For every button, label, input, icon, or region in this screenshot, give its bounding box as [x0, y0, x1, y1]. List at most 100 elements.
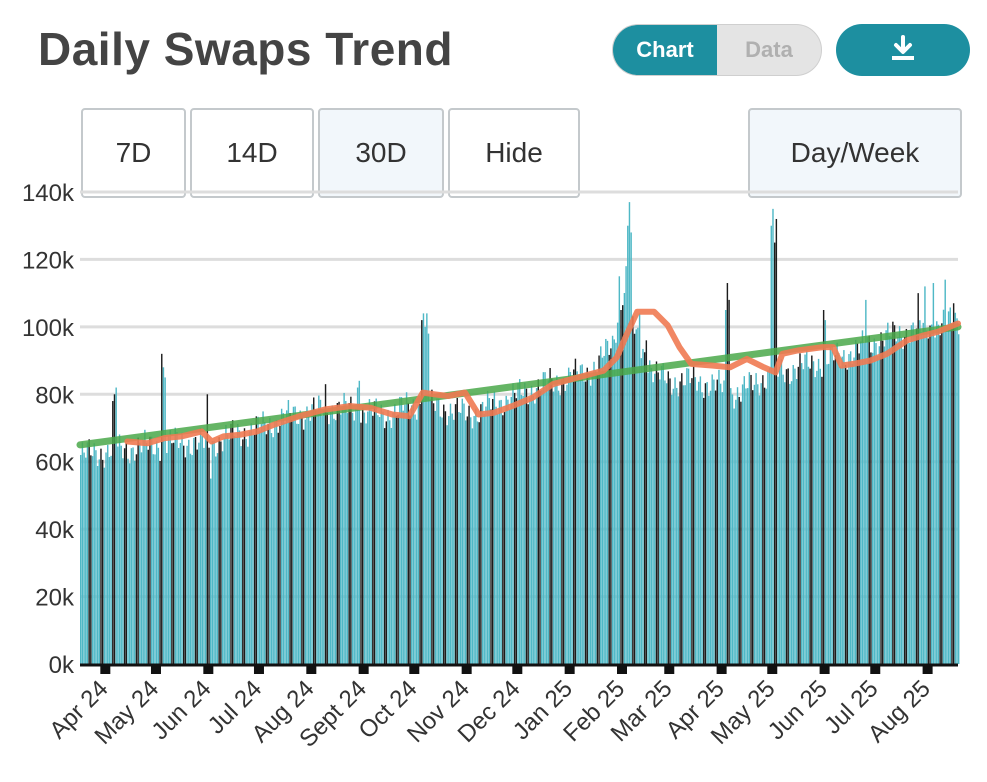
bar — [348, 403, 350, 664]
bar — [704, 383, 707, 664]
bar — [346, 413, 349, 664]
bar — [412, 399, 415, 664]
bar — [432, 403, 435, 664]
bar — [627, 225, 629, 664]
bar — [387, 409, 389, 664]
bar — [655, 361, 658, 664]
bar — [150, 436, 153, 664]
range-7d-button[interactable]: 7D — [81, 108, 186, 198]
bar — [90, 455, 92, 664]
bar — [795, 379, 798, 664]
bar — [269, 417, 271, 664]
bar — [858, 353, 860, 664]
bar — [779, 366, 781, 664]
bar — [324, 384, 327, 664]
bar — [426, 313, 428, 664]
bar — [903, 336, 906, 664]
data-view-button[interactable]: Data — [745, 37, 793, 62]
bar — [176, 432, 178, 664]
y-tick-label: 60k — [35, 450, 75, 477]
y-tick-label: 0k — [49, 652, 75, 679]
bar — [466, 416, 469, 664]
hide-button[interactable]: Hide — [448, 108, 580, 198]
bar — [85, 457, 87, 664]
bar — [177, 447, 180, 664]
bar — [920, 332, 923, 664]
bar — [154, 454, 156, 664]
bar — [952, 303, 955, 664]
bar — [826, 364, 828, 664]
bar — [367, 411, 369, 664]
bar — [210, 478, 212, 664]
bar — [404, 404, 406, 664]
bar — [162, 367, 165, 664]
bar — [616, 322, 619, 664]
bar — [895, 341, 897, 664]
bar — [258, 430, 261, 664]
bar — [233, 436, 236, 664]
bar — [649, 360, 651, 664]
bar — [328, 424, 330, 664]
bar — [868, 335, 870, 664]
bar — [752, 390, 754, 664]
bar — [338, 401, 340, 664]
bar — [272, 437, 274, 664]
x-tick-mark — [358, 666, 369, 674]
bar — [540, 389, 543, 664]
bar — [226, 434, 229, 664]
bar — [186, 445, 188, 664]
range-30d-button[interactable]: 30D — [318, 108, 444, 198]
bar — [285, 410, 288, 664]
download-button[interactable] — [836, 24, 970, 76]
bar — [836, 342, 838, 664]
bar — [930, 324, 933, 664]
bar — [532, 395, 534, 664]
bar — [491, 398, 494, 664]
bar — [610, 348, 612, 664]
bar — [468, 405, 470, 664]
bar — [221, 451, 224, 664]
bar — [701, 392, 703, 664]
bar — [606, 340, 609, 664]
bar — [481, 401, 484, 664]
bar — [453, 419, 455, 664]
bar — [334, 420, 337, 664]
bar — [498, 400, 501, 664]
bar — [777, 376, 779, 664]
bar — [495, 406, 497, 664]
bar — [530, 385, 533, 664]
bar — [225, 424, 227, 664]
bar — [304, 419, 306, 664]
bar — [806, 350, 808, 664]
bar — [770, 225, 773, 664]
view-toggle[interactable]: Chart Data — [612, 24, 822, 76]
bar — [103, 467, 106, 664]
bar — [363, 412, 366, 664]
bar — [613, 339, 615, 664]
chart-view-button[interactable]: Chart — [613, 25, 717, 75]
bar — [409, 415, 411, 664]
bar — [375, 398, 377, 664]
bar — [714, 390, 717, 664]
bar — [748, 372, 751, 664]
range-14d-button[interactable]: 14D — [190, 108, 314, 198]
bar — [319, 399, 322, 664]
day-week-button[interactable]: Day/Week — [748, 108, 962, 198]
bar — [458, 412, 460, 664]
bar — [855, 339, 857, 664]
x-tick-mark — [461, 666, 472, 674]
bar — [902, 348, 904, 664]
bar — [670, 394, 673, 664]
bar — [449, 403, 452, 664]
bar — [922, 322, 924, 664]
bar — [424, 326, 426, 664]
bar — [368, 399, 371, 664]
bar — [871, 352, 874, 664]
bar — [618, 276, 621, 664]
bar — [596, 373, 599, 664]
bar — [297, 423, 300, 664]
bar — [216, 453, 219, 664]
bar — [630, 232, 632, 664]
bar — [645, 340, 648, 664]
